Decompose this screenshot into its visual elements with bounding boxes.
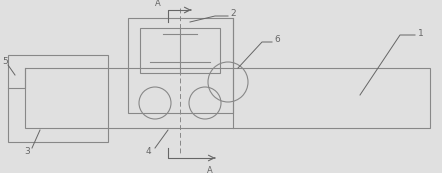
Text: 3: 3: [24, 148, 30, 157]
Bar: [25, 68, 430, 128]
Text: 5: 5: [2, 57, 8, 66]
Bar: [140, 28, 220, 73]
Text: 6: 6: [274, 35, 280, 44]
Text: 2: 2: [230, 10, 236, 19]
Text: 4: 4: [146, 148, 152, 157]
Text: 1: 1: [418, 29, 424, 38]
Text: A: A: [155, 0, 161, 8]
Bar: [8, 55, 108, 142]
Bar: [128, 18, 233, 113]
Text: A: A: [207, 166, 213, 173]
